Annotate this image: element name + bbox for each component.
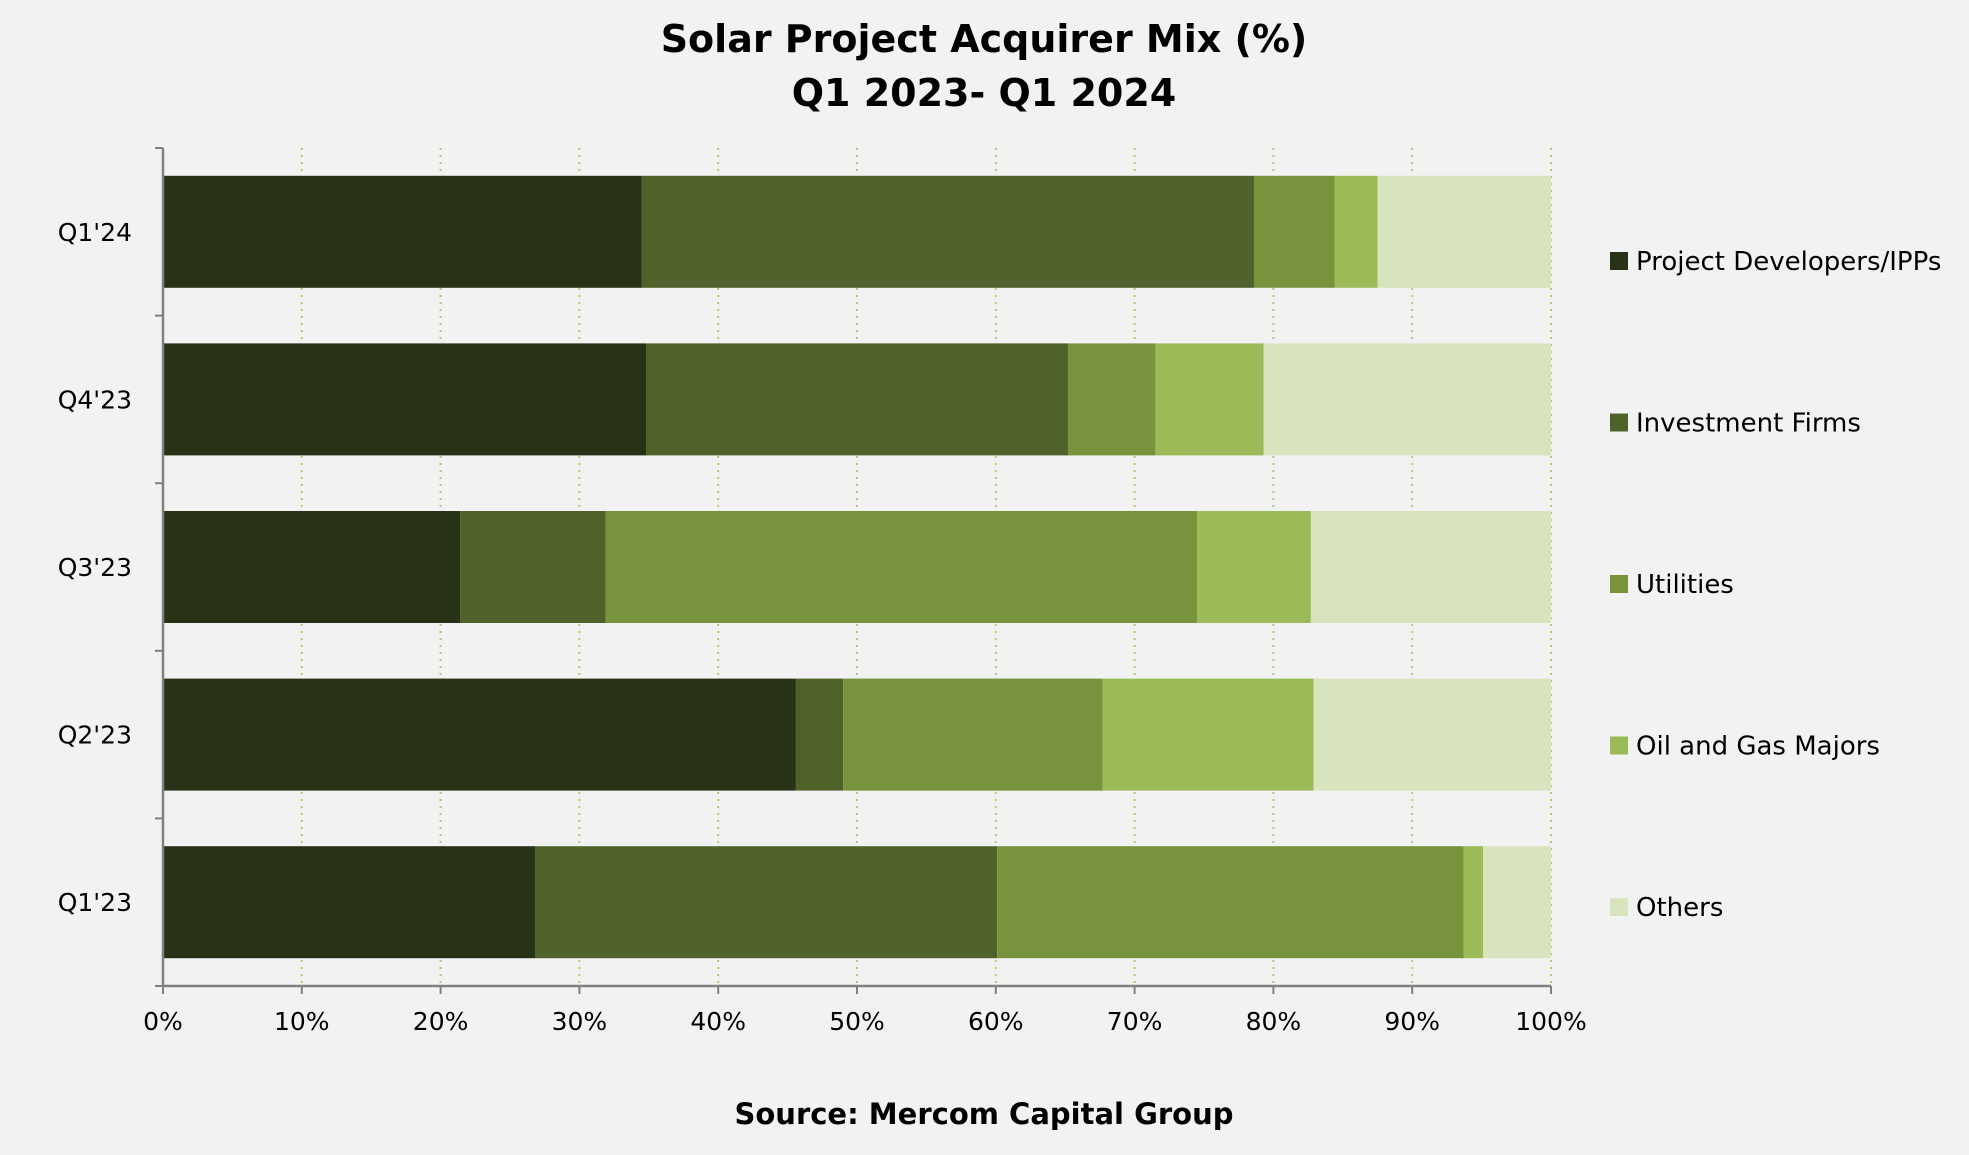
legend-label-0: Project Developers/IPPs [1636, 247, 1941, 277]
bar-Q323-others [1310, 511, 1551, 623]
bar-Q323-oil-and-gas-majors [1197, 511, 1311, 623]
category-label-0: Q1'24 [58, 218, 132, 247]
legend: Project Developers/IPPs Investment Firms U… [1610, 247, 1941, 923]
x-tick-label-2: 20% [413, 1007, 469, 1036]
bar-Q423-project-developers-ipps [163, 343, 647, 456]
bar-Q223-utilities [843, 678, 1103, 791]
category-labels: Q1'24 Q4'23 Q3'23 Q2'23 Q1'23 [58, 218, 132, 917]
source-note: Source: Mercom Capital Group [734, 1097, 1233, 1131]
x-tick-label-6: 60% [968, 1007, 1024, 1036]
bar-Q323-utilities [605, 511, 1198, 623]
bar-Q124-oil-and-gas-majors [1334, 175, 1378, 288]
bar-Q423-utilities [1067, 343, 1156, 456]
legend-label-4: Others [1636, 893, 1723, 923]
x-tick-label-0: 0% [143, 1007, 183, 1036]
category-label-4: Q1'23 [58, 888, 132, 917]
x-tick-label-1: 10% [274, 1007, 330, 1036]
bar-Q223-others [1313, 678, 1551, 791]
bar-Q223-investment-firms [795, 678, 844, 791]
legend-swatch-3 [1610, 736, 1628, 755]
bar-Q124-others [1377, 175, 1551, 288]
bar-Q123-others [1482, 846, 1551, 959]
category-label-2: Q3'23 [58, 553, 132, 582]
chart-title: Solar Project Acquirer Mix (%) [661, 17, 1308, 61]
bar-Q124-investment-firms [641, 175, 1254, 288]
x-tick-label-4: 40% [690, 1007, 746, 1036]
x-tick-labels: 0% 10% 20% 30% 40% 50% 60% 70% 80% 90% 100% [143, 1007, 1587, 1036]
bar-Q223-oil-and-gas-majors [1102, 678, 1314, 791]
x-tick-label-3: 30% [552, 1007, 608, 1036]
bar-Q124-project-developers-ipps [163, 175, 642, 288]
axes [155, 147, 1552, 994]
bar-Q423-oil-and-gas-majors [1155, 343, 1264, 456]
bar-Q123-project-developers-ipps [163, 846, 535, 959]
category-label-3: Q2'23 [58, 721, 132, 750]
bar-Q123-investment-firms [534, 846, 998, 959]
bars [163, 175, 1551, 959]
legend-swatch-1 [1610, 413, 1628, 432]
legend-swatch-2 [1610, 575, 1628, 593]
x-tick-label-10: 100% [1515, 1007, 1586, 1036]
bar-Q123-utilities [997, 846, 1464, 959]
legend-label-1: Investment Firms [1636, 409, 1861, 439]
x-tick-label-5: 50% [829, 1007, 885, 1036]
legend-swatch-0 [1610, 252, 1628, 270]
legend-label-3: Oil and Gas Majors [1636, 732, 1880, 762]
x-tick-label-7: 70% [1107, 1007, 1163, 1036]
bar-Q123-oil-and-gas-majors [1463, 846, 1483, 959]
bar-Q423-investment-firms [646, 343, 1068, 456]
bar-Q124-utilities [1253, 175, 1335, 288]
legend-label-2: Utilities [1636, 570, 1734, 600]
x-tick-label-8: 80% [1246, 1007, 1302, 1036]
bar-Q223-project-developers-ipps [163, 678, 796, 791]
bar-Q423-others [1263, 343, 1551, 456]
legend-swatch-4 [1610, 898, 1628, 916]
chart-subtitle: Q1 2023- Q1 2024 [792, 71, 1176, 115]
category-label-1: Q4'23 [58, 385, 132, 414]
bar-Q323-project-developers-ipps [163, 511, 461, 623]
bar-Q323-investment-firms [460, 511, 606, 623]
x-tick-label-9: 90% [1384, 1007, 1440, 1036]
